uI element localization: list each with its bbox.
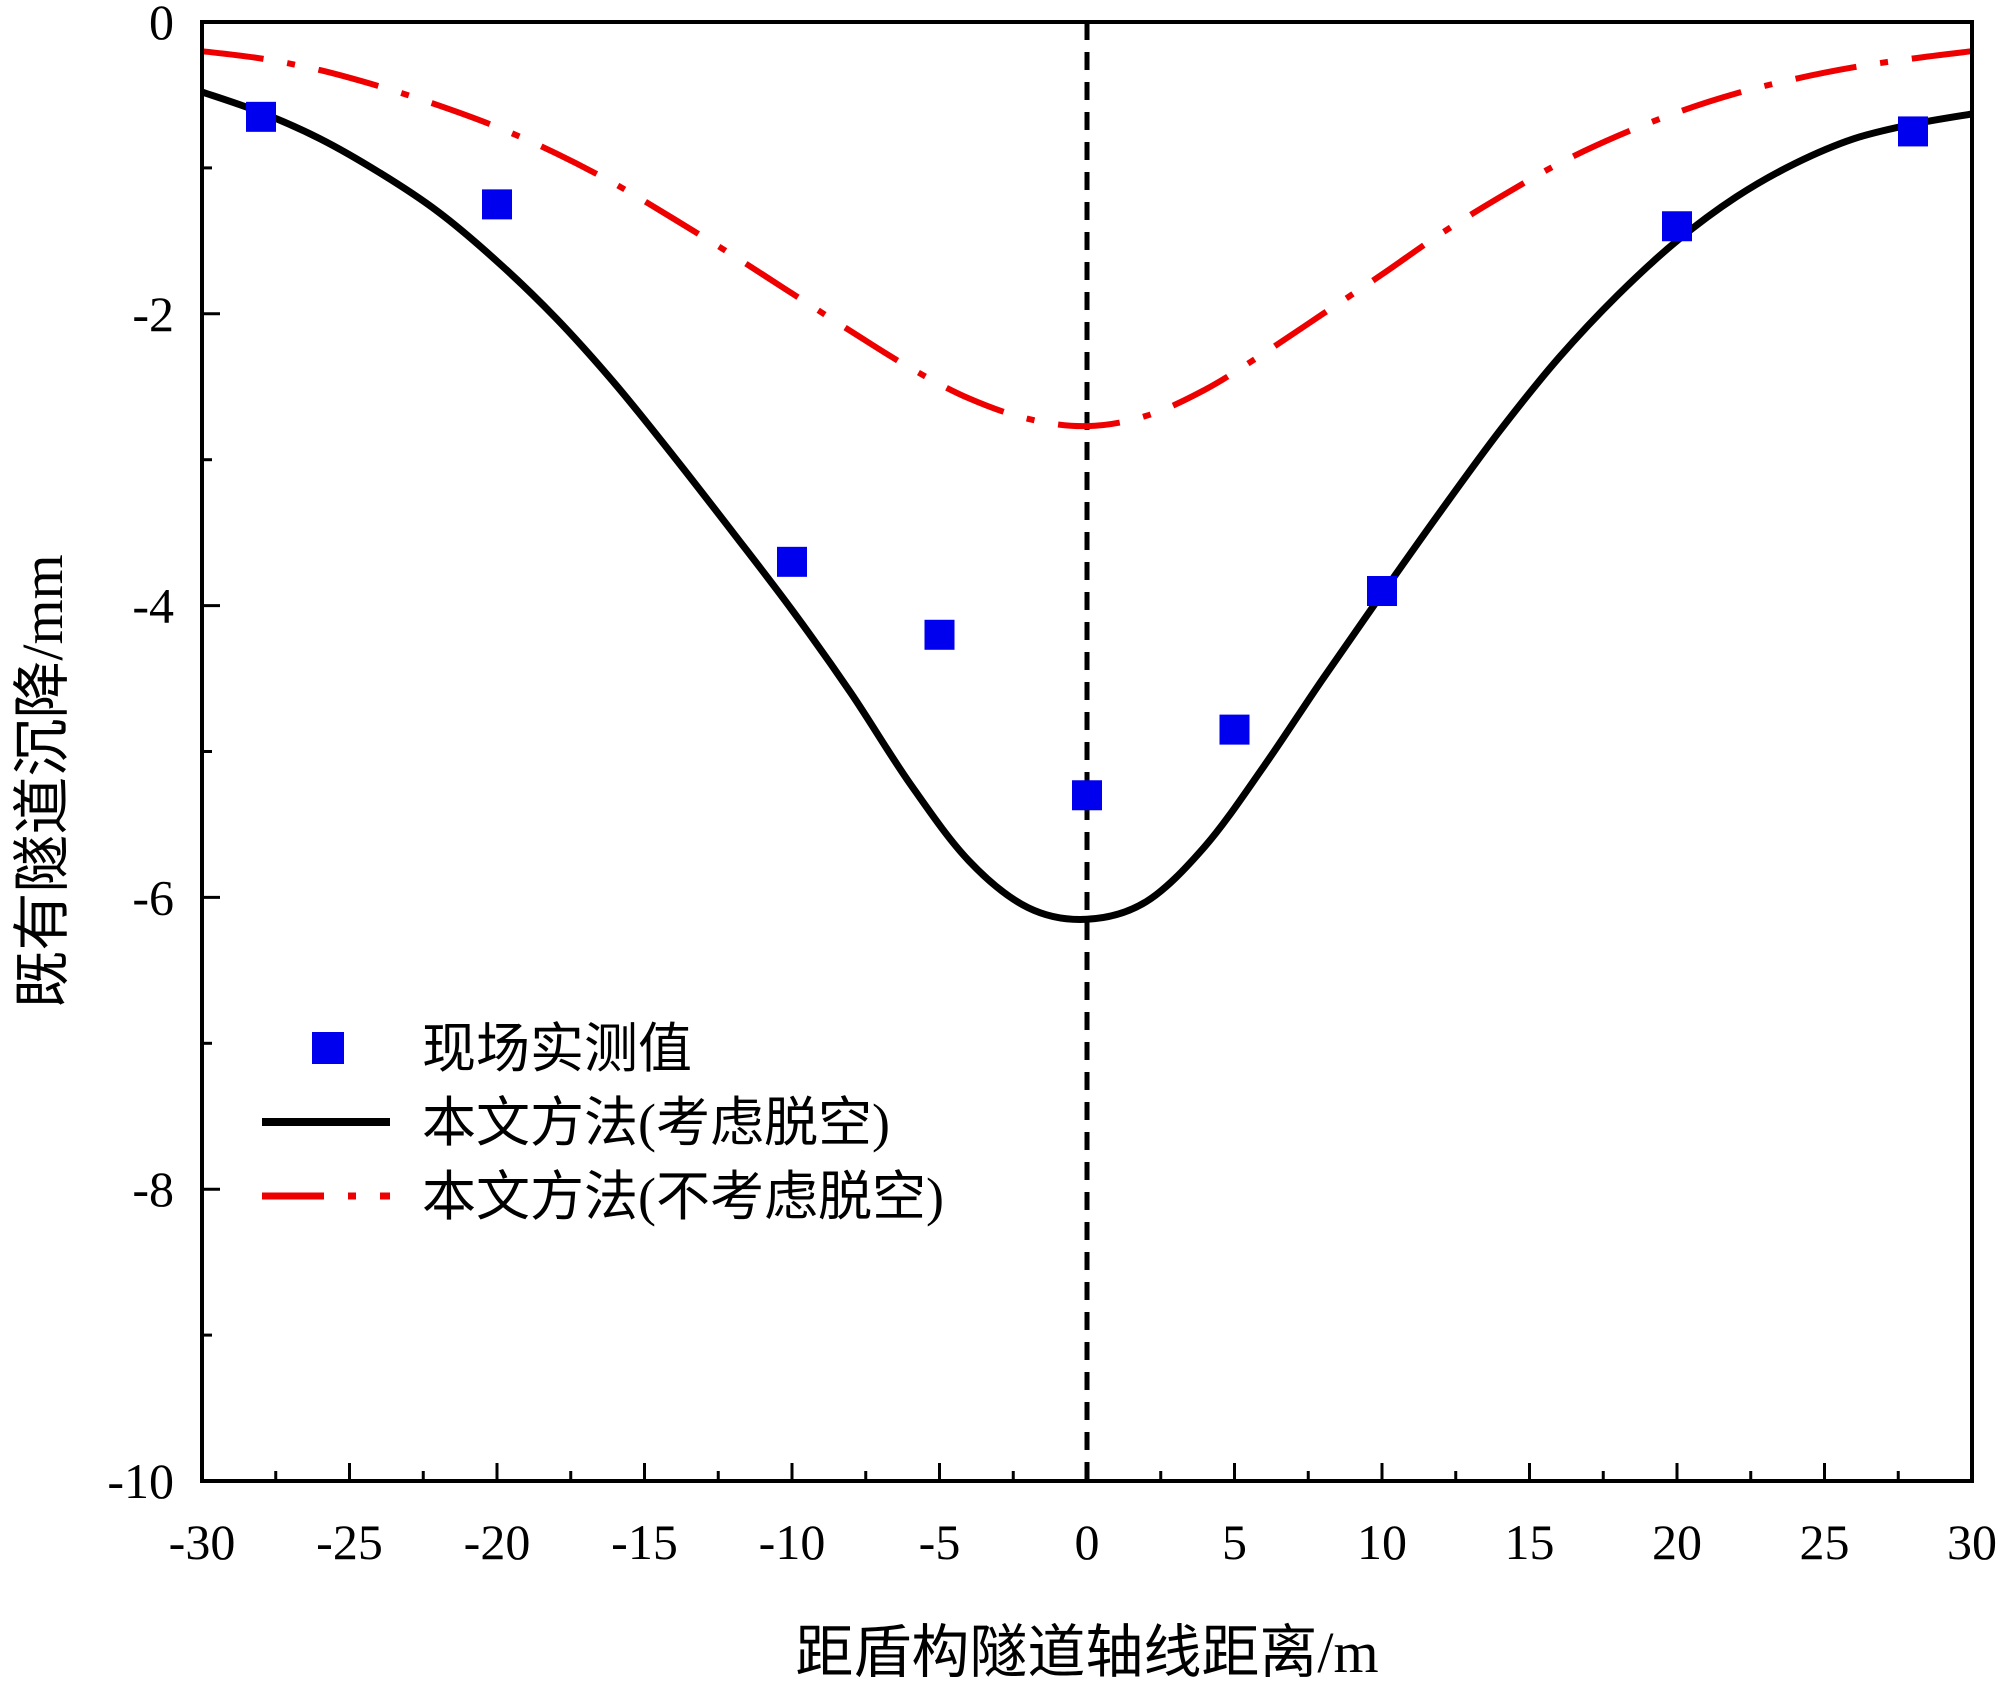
series-line-2: [201, 48, 1973, 430]
scatter-point: [1898, 116, 1928, 147]
y-tick-label: -6: [132, 869, 174, 925]
scatter-point: [924, 619, 955, 650]
x-tick-label: 0: [1075, 1514, 1100, 1570]
y-tick-label: -4: [132, 578, 174, 634]
legend-label-with-void: 本文方法(考虑脱空): [422, 1093, 890, 1153]
x-axis-title: 距盾构隧道轴线距离/m: [795, 1620, 1378, 1685]
x-tick-label: -5: [919, 1514, 961, 1570]
scatter-point: [777, 546, 807, 577]
scatter-point: [1072, 780, 1102, 811]
legend: 现场实测值 本文方法(考虑脱空) 本文方法(不考虑脱空): [262, 1019, 944, 1227]
scatter-point: [1219, 714, 1250, 745]
x-tick-label: 15: [1505, 1514, 1555, 1570]
x-tick-label: -15: [611, 1514, 678, 1570]
x-axis-ticks: -30 -25 -20 -15 -10 -5 0 5 10 15 20 25 30: [169, 1463, 1997, 1570]
x-tick-label: 25: [1800, 1514, 1850, 1570]
y-axis-title: 既有隧道沉降/mm: [10, 554, 75, 1008]
x-tick-label: 5: [1222, 1514, 1247, 1570]
y-axis-ticks: 0 -2 -4 -6 -8 -10: [107, 0, 220, 1509]
y-tick-label: -8: [132, 1161, 174, 1217]
scatter-point: [1367, 576, 1397, 607]
scatter-point: [246, 101, 276, 132]
x-tick-label: 10: [1357, 1514, 1407, 1570]
scatter-point: [482, 189, 512, 220]
legend-marker-measured: [312, 1032, 344, 1064]
legend-label-measured: 现场实测值: [422, 1019, 692, 1079]
legend-label-without-void: 本文方法(不考虑脱空): [422, 1167, 944, 1227]
x-tick-label: 20: [1652, 1514, 1702, 1570]
series-layer: [200, 48, 1973, 923]
scatter-point: [1662, 211, 1692, 242]
x-tick-label: 30: [1947, 1514, 1997, 1570]
x-tick-label: -25: [316, 1514, 383, 1570]
y-tick-label: 0: [149, 0, 174, 50]
x-tick-label: -10: [759, 1514, 826, 1570]
x-tick-label: -30: [169, 1514, 236, 1570]
y-tick-label: -2: [132, 286, 174, 342]
series-line-1: [200, 88, 1973, 923]
y-tick-label: -10: [107, 1453, 174, 1509]
x-tick-label: -20: [464, 1514, 531, 1570]
